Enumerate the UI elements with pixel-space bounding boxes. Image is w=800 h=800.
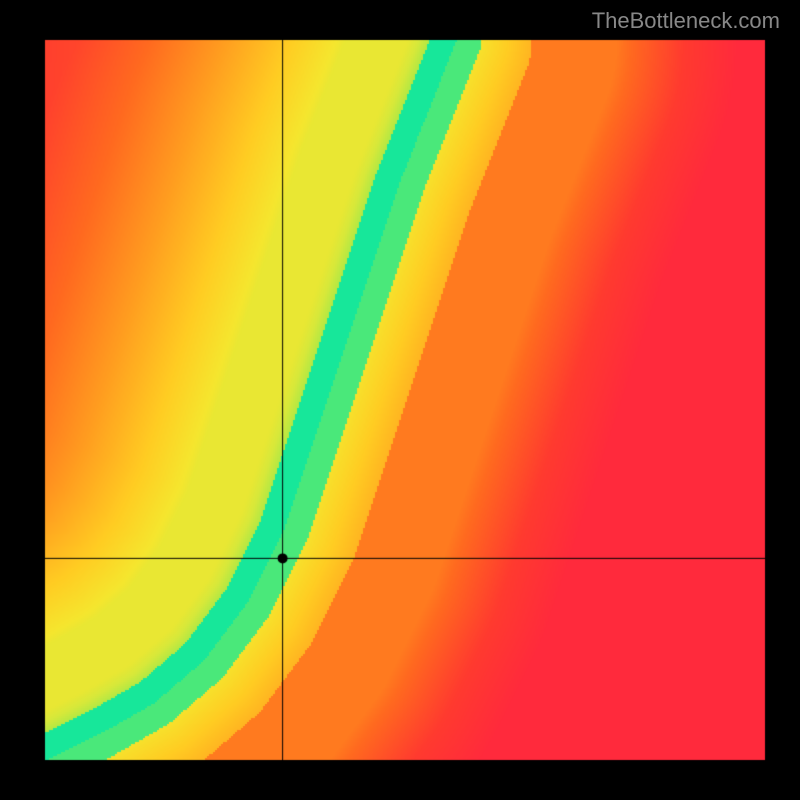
bottleneck-heatmap — [0, 0, 800, 800]
chart-container: TheBottleneck.com — [0, 0, 800, 800]
watermark-text: TheBottleneck.com — [592, 8, 780, 34]
